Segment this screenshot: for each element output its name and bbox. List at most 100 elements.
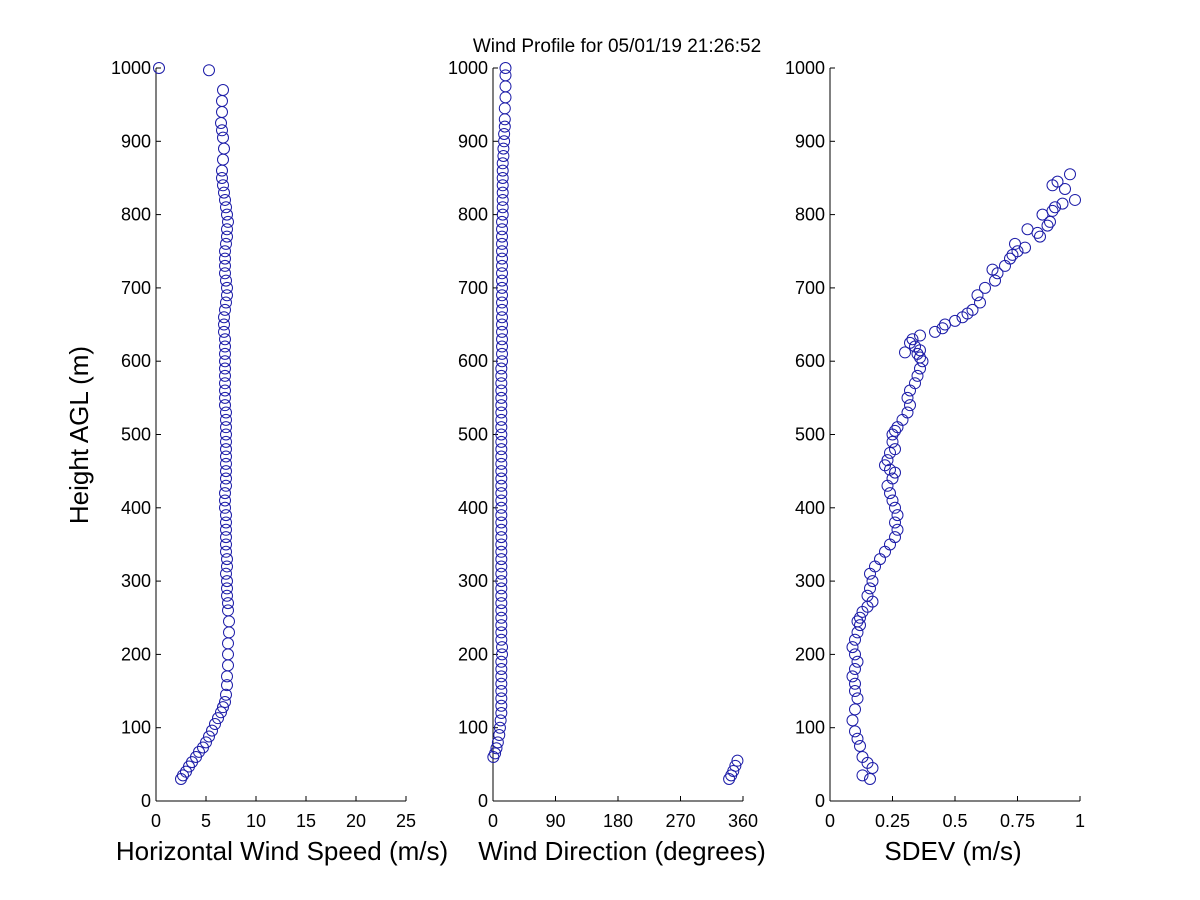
speed-data-point xyxy=(222,637,234,650)
speed-data-point xyxy=(216,171,228,184)
sdev-data-point xyxy=(911,369,924,382)
sdev-data-point xyxy=(1041,219,1054,232)
speed-data-point xyxy=(219,259,231,272)
speed-y-tick-label: 1000 xyxy=(111,58,151,78)
speed-data-point xyxy=(219,384,231,397)
direction-data-point xyxy=(495,443,508,456)
speed-data-point xyxy=(212,712,224,725)
direction-data-point xyxy=(499,69,512,82)
direction-data-point xyxy=(495,560,508,573)
sdev-data-point xyxy=(884,538,896,551)
sdev-data-point xyxy=(851,655,864,668)
direction-data-point xyxy=(495,699,508,712)
direction-data-point xyxy=(496,648,509,661)
sdev-data-point xyxy=(966,303,979,316)
sdev-data-point xyxy=(914,362,926,375)
speed-data-point xyxy=(219,267,231,280)
speed-data-point xyxy=(221,289,233,302)
speed-data-point xyxy=(220,509,232,522)
sdev-data-point xyxy=(854,740,866,753)
speed-data-point xyxy=(221,582,233,595)
direction-data-point xyxy=(495,516,508,529)
sdev-data-point xyxy=(949,314,961,327)
direction-y-tick-label: 400 xyxy=(458,498,488,518)
direction-data-point xyxy=(493,721,506,734)
sdev-data-point xyxy=(1009,237,1021,250)
sdev-data-point xyxy=(1064,168,1076,181)
speed-data-point xyxy=(219,487,231,500)
direction-data-point xyxy=(499,80,512,93)
speed-data-point xyxy=(222,659,234,672)
direction-data-point xyxy=(496,355,509,368)
speed-x-tick-label: 5 xyxy=(201,811,211,831)
direction-data-point xyxy=(495,362,508,375)
speed-data-point xyxy=(216,105,228,118)
sdev-data-point xyxy=(899,346,911,359)
speed-data-point xyxy=(218,318,230,331)
speed-data-point xyxy=(215,116,227,129)
direction-data-point xyxy=(495,597,508,610)
direction-data-point xyxy=(495,685,508,698)
direction-data-point xyxy=(496,641,509,654)
sdev-data-point xyxy=(901,391,914,404)
speed-data-point xyxy=(200,736,212,749)
sdev-y-tick-label: 1000 xyxy=(785,58,825,78)
speed-y-tick-label: 600 xyxy=(121,351,151,371)
direction-y-tick-label: 500 xyxy=(458,425,488,445)
direction-data-point xyxy=(495,369,508,382)
sdev-data-point xyxy=(884,487,896,500)
direction-y-tick-label: 100 xyxy=(458,718,488,738)
direction-data-point xyxy=(496,179,509,192)
sdev-data-point xyxy=(1051,175,1064,188)
direction-data-point xyxy=(496,157,509,170)
speed-data-point xyxy=(221,223,233,236)
speed-data-point xyxy=(216,124,228,137)
speed-y-tick-label: 500 xyxy=(121,425,151,445)
speed-data-point xyxy=(220,567,232,580)
speed-data-point xyxy=(220,457,232,470)
direction-data-point xyxy=(496,208,509,221)
speed-data-point xyxy=(219,347,231,360)
speed-data-point xyxy=(220,472,232,485)
direction-data-point xyxy=(496,193,509,206)
speed-data-point xyxy=(221,230,233,243)
speed-data-point xyxy=(220,421,232,434)
direction-x-axis-title: Wind Direction (degrees) xyxy=(478,836,766,866)
direction-y-tick-label: 200 xyxy=(458,644,488,664)
direction-data-point xyxy=(495,677,508,690)
direction-data-point xyxy=(496,223,509,236)
direction-data-point xyxy=(495,692,508,705)
sdev-data-point xyxy=(974,296,986,309)
speed-data-point xyxy=(219,252,231,265)
sdev-data-point xyxy=(854,619,866,632)
sdev-data-point xyxy=(869,560,881,573)
sdev-data-point xyxy=(851,732,864,745)
sdev-data-point xyxy=(864,582,876,595)
sdev-y-tick-label: 400 xyxy=(795,498,825,518)
speed-data-point xyxy=(220,545,232,558)
sdev-data-point xyxy=(846,641,859,654)
speed-data-point xyxy=(220,237,232,250)
direction-x-tick-label: 360 xyxy=(728,811,758,831)
direction-data-point xyxy=(495,384,508,397)
sdev-data-point xyxy=(854,611,866,624)
direction-data-point xyxy=(495,626,508,639)
sdev-data-point xyxy=(906,333,919,346)
sdev-y-tick-label: 600 xyxy=(795,351,825,371)
sdev-data-point xyxy=(1021,223,1034,236)
speed-x-tick-label: 20 xyxy=(346,811,366,831)
speed-data-point xyxy=(218,142,230,155)
sdev-data-point xyxy=(849,633,861,646)
direction-data-point xyxy=(496,259,509,272)
sdev-y-tick-label: 100 xyxy=(795,718,825,738)
speed-data-point xyxy=(216,164,228,177)
direction-data-point xyxy=(495,487,508,500)
speed-data-point xyxy=(216,94,228,107)
direction-data-point xyxy=(496,347,509,360)
direction-data-point xyxy=(495,655,508,668)
direction-data-point xyxy=(495,494,508,507)
direction-data-point xyxy=(495,413,508,426)
speed-data-point xyxy=(222,604,234,617)
sdev-data-point xyxy=(1069,193,1081,206)
speed-data-point xyxy=(219,391,231,404)
